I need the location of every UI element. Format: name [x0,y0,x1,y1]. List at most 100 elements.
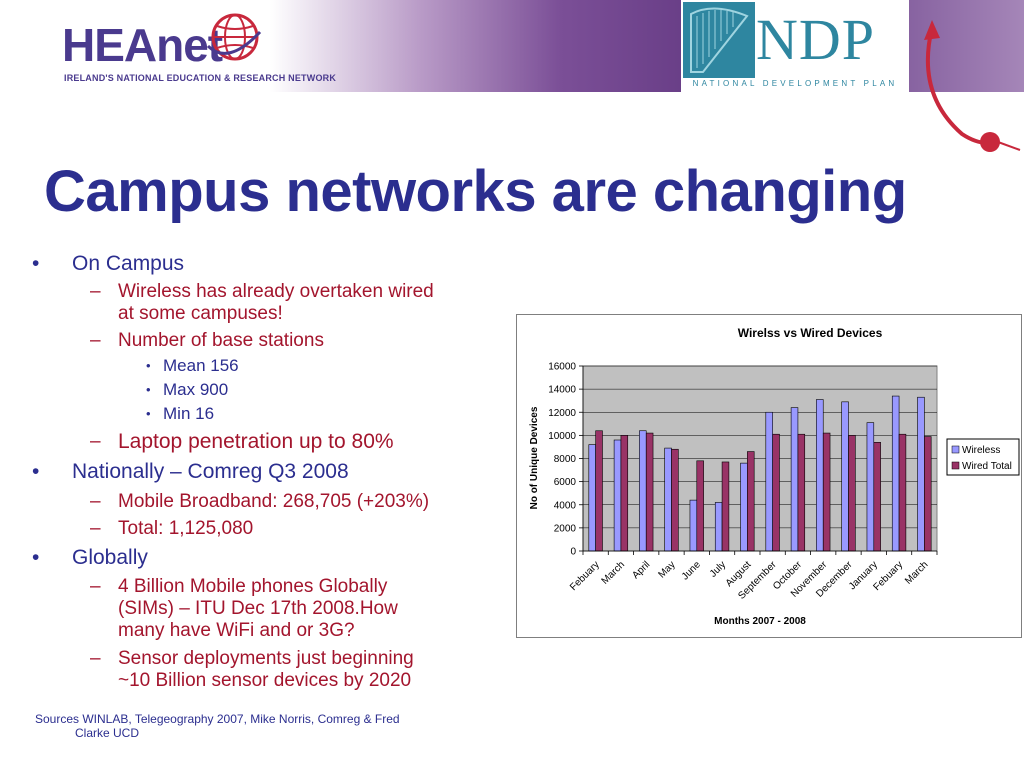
bar-wireless [841,401,849,552]
swoosh-decoration [924,20,1021,152]
dash-marker: – [90,431,101,452]
dash-marker: – [90,648,101,669]
bar-wired-total [898,433,907,552]
header-banner: HEAnet IRELAND'S NATIONAL EDUCATION & RE… [0,0,1024,92]
bar-wireless [765,411,773,552]
slide-title: Campus networks are changing [44,159,907,224]
ndp-wordmark: NDP [756,7,876,72]
bullet-marker: • [32,252,40,275]
bar-wireless [714,502,723,552]
heanet-wordmark: HEAnet [62,19,223,71]
bar-wireless [891,395,900,552]
y-tick-label: 6000 [554,477,577,488]
legend-label-wireless: Wireless [962,445,1000,456]
bar-wireless [790,407,799,552]
y-tick-label: 12000 [548,408,576,419]
bar-wired-total [848,435,856,552]
x-tick-label: Febuary [568,559,602,593]
bar-wireless [689,499,698,552]
dash-marker: – [90,518,101,539]
dash-marker: – [90,330,101,351]
bar-wired-total [595,430,603,552]
bar-chart: Wirelss vs Wired Devices 0 2000 4000 6000 80… [529,326,1020,627]
bullet-marker: • [32,546,40,569]
bullet-sensor-line2: ~10 Billion sensor devices by 2020 [118,670,412,691]
bar-wireless [639,430,647,552]
bar-wireless [740,462,748,552]
bullet-mean: Mean 156 [163,356,239,375]
x-axis-label: Months 2007 - 2008 [714,616,806,627]
bar-wired-total [620,435,629,552]
y-tick-label: 14000 [548,385,576,396]
bullet-globally: Globally [72,546,148,569]
y-tick-label: 2000 [554,523,577,534]
bullet-sensor-line1: Sensor deployments just beginning [118,648,414,669]
x-tick-label: April [630,559,652,581]
bar-wired-total [924,436,932,552]
y-tick-label: 4000 [554,500,577,511]
bar-wireless [613,439,622,552]
bullet-nationally: Nationally – Comreg Q3 2008 [72,460,349,483]
y-axis-label: No of Unique Devices [529,406,540,509]
bullet-marker: • [146,382,151,397]
chart-legend: Wireless Wired Total [946,438,1020,476]
sources-line2: Clarke UCD [75,726,140,740]
bullet-wireless-overtaken-line2: at some campuses! [118,303,283,324]
x-tick-label: May [656,559,677,580]
bullet-base-stations: Number of base stations [118,330,324,351]
bar-wireless [664,447,672,552]
bar-wireless [588,444,596,552]
bar-wired-total [721,461,730,552]
bullet-mobile-broadband: Mobile Broadband: 268,705 (+203%) [118,491,430,512]
bullet-total: Total: 1,125,080 [118,518,254,539]
bullet-marker: • [146,358,151,373]
chart-frame: Wirelss vs Wired Devices 0 2000 4000 6000 80… [516,314,1022,638]
x-tick-label: June [680,559,703,582]
bar-wireless [866,422,875,552]
y-axis-ticks: 0 2000 4000 6000 8000 10000 12000 14000 16000 [548,362,584,558]
legend-swatch-wired [951,461,960,470]
bar-wired-total [797,433,806,552]
x-tick-label: March [903,559,930,586]
dash-marker: – [90,491,101,512]
sources-line1: Sources WINLAB, Telegeography 2007, Mike… [35,712,400,726]
bar-wired-total [873,442,881,552]
globe-icon [206,13,262,61]
legend-label-wired: Wired Total [962,461,1012,472]
bullet-laptop: Laptop penetration up to 80% [118,430,394,453]
chart-title: Wirelss vs Wired Devices [738,326,883,340]
bar-wired-total [696,460,704,552]
bullet-billion-line1: 4 Billion Mobile phones Globally [118,576,388,597]
dash-marker: – [90,281,101,302]
bullet-wireless-overtaken-line1: Wireless has already overtaken wired [118,281,434,302]
bullet-billion-line3: many have WiFi and or 3G? [118,620,355,641]
bars [588,395,932,552]
bar-wired-total [671,448,679,552]
bullet-marker: • [32,460,40,483]
y-tick-label: 8000 [554,454,577,465]
x-tick-label: July [708,559,728,579]
y-tick-label: 16000 [548,362,576,373]
bar-wired-total [645,432,654,552]
bar-wireless [917,396,925,552]
ndp-logo: NDP NATIONAL DEVELOPMENT PLAN [681,0,909,92]
bullet-on-campus: On Campus [72,252,185,275]
x-tick-label: March [600,559,627,586]
bullet-max: Max 900 [163,380,229,399]
bullet-marker: • [146,406,151,421]
legend-swatch-wireless [951,445,960,454]
y-tick-label: 0 [570,547,576,558]
y-tick-label: 10000 [548,431,576,442]
bullet-min: Min 16 [163,404,215,423]
dash-marker: – [90,576,101,597]
bar-wired-total [747,451,755,552]
harp-icon [683,2,755,78]
heanet-tagline: IRELAND'S NATIONAL EDUCATION & RESEARCH … [64,73,337,83]
ndp-tagline: NATIONAL DEVELOPMENT PLAN [692,79,898,88]
sources-note: Sources WINLAB, Telegeography 2007, Mike… [35,712,485,740]
bar-wired-total [772,433,780,552]
bullet-billion-line2: (SIMs) – ITU Dec 17th 2008.How [118,598,398,619]
bar-wireless [816,399,824,552]
bar-wired-total [822,432,831,552]
